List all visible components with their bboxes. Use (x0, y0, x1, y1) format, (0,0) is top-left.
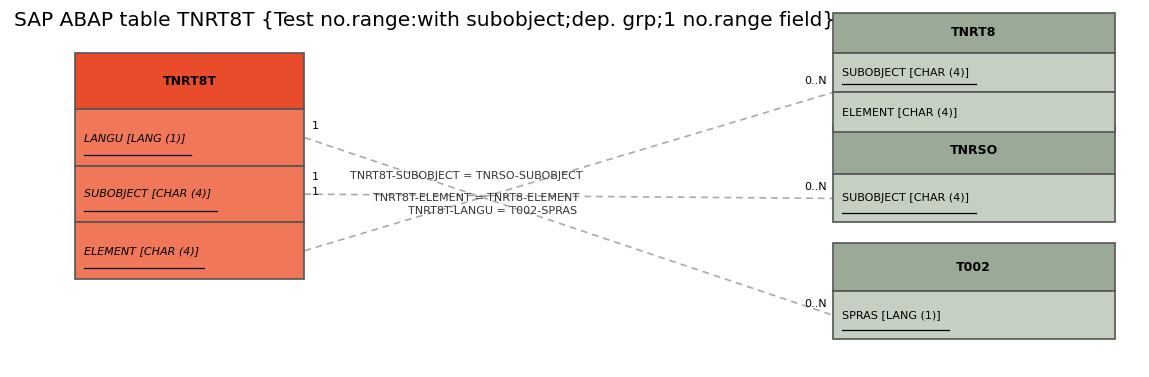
FancyBboxPatch shape (833, 13, 1115, 53)
Text: SUBOBJECT [CHAR (4)]: SUBOBJECT [CHAR (4)] (842, 193, 970, 204)
Text: 1: 1 (311, 172, 318, 182)
Text: TNRT8T: TNRT8T (163, 75, 216, 87)
Text: SUBOBJECT [CHAR (4)]: SUBOBJECT [CHAR (4)] (84, 189, 211, 199)
Text: SPRAS [LANG (1)]: SPRAS [LANG (1)] (842, 310, 941, 320)
FancyBboxPatch shape (75, 222, 304, 279)
Text: ELEMENT [CHAR (4)]: ELEMENT [CHAR (4)] (84, 246, 199, 256)
Text: 1: 1 (311, 187, 318, 197)
Text: TNRT8T-ELEMENT = TNRT8-ELEMENT: TNRT8T-ELEMENT = TNRT8-ELEMENT (373, 193, 579, 203)
FancyBboxPatch shape (833, 92, 1115, 132)
Text: TNRT8T-LANGU = T002-SPRAS: TNRT8T-LANGU = T002-SPRAS (408, 206, 577, 216)
FancyBboxPatch shape (75, 109, 304, 166)
Text: T002: T002 (956, 261, 992, 274)
Text: ELEMENT [CHAR (4)]: ELEMENT [CHAR (4)] (842, 107, 957, 117)
FancyBboxPatch shape (833, 174, 1115, 222)
Text: TNRSO: TNRSO (950, 144, 997, 157)
Text: 0..N: 0..N (804, 182, 827, 192)
FancyBboxPatch shape (833, 243, 1115, 291)
FancyBboxPatch shape (75, 53, 304, 109)
FancyBboxPatch shape (833, 291, 1115, 339)
FancyBboxPatch shape (833, 126, 1115, 174)
Text: 1: 1 (311, 121, 318, 131)
FancyBboxPatch shape (75, 166, 304, 222)
FancyBboxPatch shape (833, 53, 1115, 92)
Text: TNRT8: TNRT8 (951, 26, 996, 40)
Text: SAP ABAP table TNRT8T {Test no.range:with subobject;dep. grp;1 no.range field}: SAP ABAP table TNRT8T {Test no.range:wit… (14, 11, 835, 30)
Text: SUBOBJECT [CHAR (4)]: SUBOBJECT [CHAR (4)] (842, 67, 970, 78)
Text: LANGU [LANG (1)]: LANGU [LANG (1)] (84, 133, 185, 143)
Text: TNRT8T-SUBOBJECT = TNRSO-SUBOBJECT: TNRT8T-SUBOBJECT = TNRSO-SUBOBJECT (350, 170, 583, 181)
Text: 0..N: 0..N (804, 76, 827, 86)
Text: 0..N: 0..N (804, 299, 827, 309)
